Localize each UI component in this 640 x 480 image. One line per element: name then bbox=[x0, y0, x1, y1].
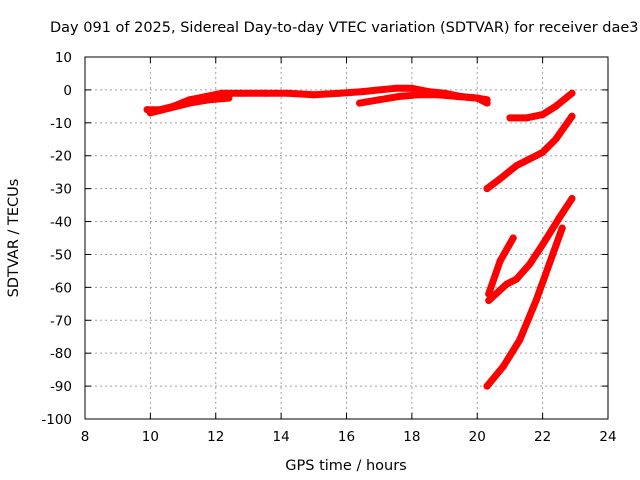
y-tick-label: -20 bbox=[50, 149, 72, 165]
y-tick-label: 0 bbox=[63, 83, 72, 99]
data-point bbox=[375, 86, 383, 94]
data-point bbox=[506, 114, 514, 122]
x-tick-label: 8 bbox=[81, 429, 90, 445]
data-point bbox=[483, 382, 491, 390]
data-point bbox=[532, 297, 540, 305]
grid-layer bbox=[85, 57, 608, 419]
data-point bbox=[356, 99, 364, 107]
data-point bbox=[408, 84, 416, 92]
data-point bbox=[454, 92, 462, 100]
data-point bbox=[205, 96, 213, 104]
data-point bbox=[496, 257, 504, 265]
data-point bbox=[186, 99, 194, 107]
data-point bbox=[414, 91, 422, 99]
data-point bbox=[539, 148, 547, 156]
series-line-track-6 bbox=[485, 195, 576, 304]
data-point bbox=[434, 91, 442, 99]
x-tick-label: 10 bbox=[142, 429, 159, 445]
y-tick-label: -40 bbox=[50, 215, 72, 231]
y-tick-label: -100 bbox=[41, 412, 72, 428]
y-tick-label: 10 bbox=[55, 50, 72, 66]
data-point bbox=[392, 84, 400, 92]
data-point bbox=[336, 89, 344, 97]
x-tick-label: 18 bbox=[403, 429, 420, 445]
data-point bbox=[499, 362, 507, 370]
y-axis-label: SDTVAR / TECUs bbox=[6, 179, 22, 298]
data-point bbox=[552, 135, 560, 143]
data-point bbox=[545, 260, 553, 268]
y-tick-label: -60 bbox=[50, 280, 72, 296]
data-point bbox=[552, 102, 560, 110]
data-point bbox=[485, 297, 493, 305]
data-point bbox=[522, 114, 530, 122]
data-point bbox=[512, 275, 520, 283]
y-tick-label: -80 bbox=[50, 346, 72, 362]
data-point bbox=[483, 185, 491, 193]
data-point bbox=[539, 241, 547, 249]
data-point bbox=[375, 96, 383, 104]
y-tick-label: -30 bbox=[50, 182, 72, 198]
data-point bbox=[526, 260, 534, 268]
series-layer bbox=[143, 84, 576, 390]
data-point bbox=[218, 89, 226, 97]
data-point bbox=[284, 89, 292, 97]
data-point bbox=[516, 336, 524, 344]
y-tick-label: -10 bbox=[50, 116, 72, 132]
data-point bbox=[555, 214, 563, 222]
x-tick-label: 14 bbox=[273, 429, 290, 445]
y-tick-label: -50 bbox=[50, 247, 72, 263]
data-point bbox=[359, 88, 367, 96]
data-point bbox=[558, 224, 566, 232]
data-point bbox=[225, 94, 233, 102]
data-point bbox=[509, 234, 517, 242]
data-point bbox=[503, 280, 511, 288]
chart-title: Day 091 of 2025, Sidereal Day-to-day VTE… bbox=[50, 20, 639, 36]
data-point bbox=[261, 89, 269, 97]
data-point bbox=[539, 111, 547, 119]
data-point bbox=[526, 155, 534, 163]
data-point bbox=[568, 89, 576, 97]
data-point bbox=[146, 109, 154, 117]
data-point bbox=[512, 162, 520, 170]
data-point bbox=[473, 94, 481, 102]
x-tick-label: 24 bbox=[599, 429, 616, 445]
data-point bbox=[568, 112, 576, 120]
data-point bbox=[166, 104, 174, 112]
x-tick-label: 16 bbox=[338, 429, 355, 445]
data-point bbox=[568, 195, 576, 203]
x-axis-label: GPS time / hours bbox=[285, 458, 406, 474]
data-point bbox=[395, 92, 403, 100]
x-tick-label: 12 bbox=[207, 429, 224, 445]
data-point bbox=[485, 290, 493, 298]
data-point bbox=[483, 99, 491, 107]
tick-layer: 8 10 12 14 16 18 20 22 24 10 0 -10 -20 -30 -40 -50 -60 -7… bbox=[41, 50, 616, 445]
data-point bbox=[310, 91, 318, 99]
y-tick-label: -70 bbox=[50, 313, 72, 329]
series-line-track-8 bbox=[483, 224, 566, 390]
y-tick-label: -90 bbox=[50, 379, 72, 395]
x-tick-label: 20 bbox=[469, 429, 486, 445]
x-tick-label: 22 bbox=[534, 429, 551, 445]
data-point bbox=[238, 89, 246, 97]
data-point bbox=[496, 175, 504, 183]
